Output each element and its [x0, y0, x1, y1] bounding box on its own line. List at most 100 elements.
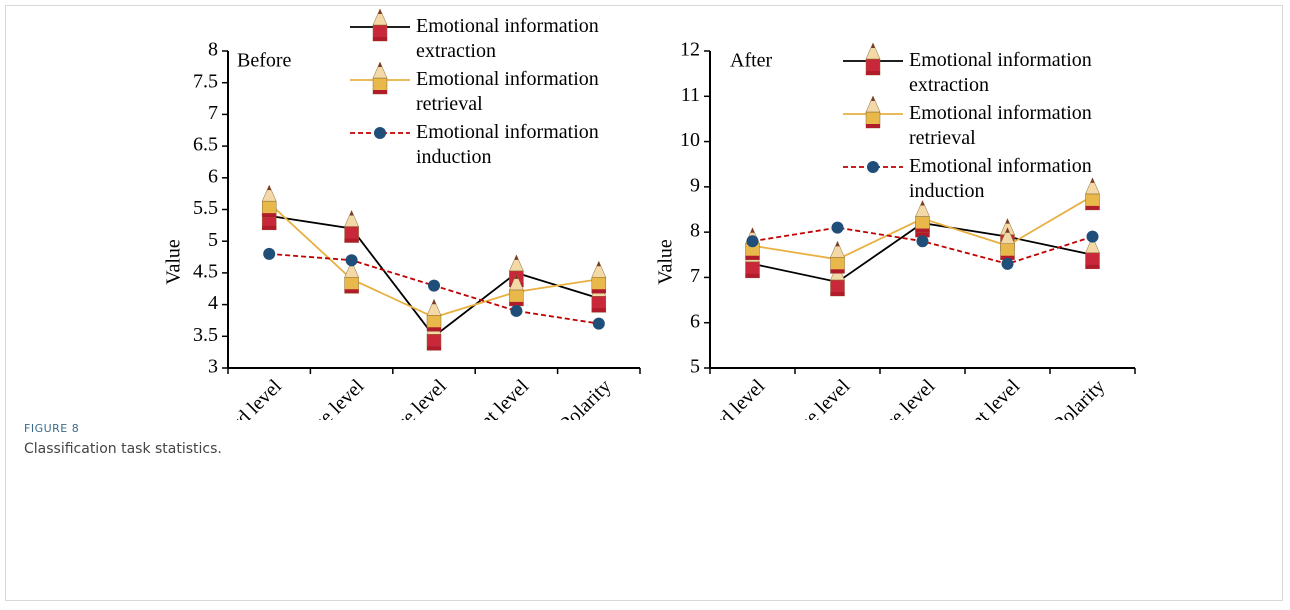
pencil-band	[591, 308, 606, 313]
x-tick-label: Word level	[692, 375, 770, 420]
data-point	[428, 279, 440, 292]
data-point	[592, 317, 605, 330]
legend-entry: Emotional information retrieval	[909, 102, 1092, 149]
pencil-lead	[378, 9, 382, 14]
legend-entry: Emotional information extraction	[416, 15, 599, 62]
pencil-lead	[835, 241, 840, 247]
pencil-tip	[344, 260, 359, 278]
y-axis-label: Value	[655, 239, 677, 285]
pencil-band	[591, 289, 606, 294]
y-tick-label: 3	[208, 356, 218, 378]
pencil-lead	[920, 200, 925, 206]
y-tick-label: 7	[690, 265, 700, 287]
pencil-band	[373, 90, 387, 94]
pencil-band	[830, 269, 845, 274]
data-point	[830, 240, 845, 274]
y-tick-label: 8	[690, 220, 700, 242]
pencil-tip	[509, 273, 524, 291]
marker-dot	[1086, 230, 1099, 243]
pencil-lead	[514, 254, 519, 260]
y-tick-label: 9	[690, 174, 700, 196]
legend-marker	[372, 8, 388, 42]
legend-label: Emotional information induction	[416, 121, 599, 168]
pencil-lead	[750, 227, 755, 233]
legend-label: Emotional information retrieval	[909, 102, 1092, 149]
pencil-band	[344, 238, 359, 243]
y-tick-label: 7	[208, 102, 218, 124]
pencil-lead	[349, 210, 354, 216]
data-point	[426, 298, 442, 332]
y-axis-label: Value	[163, 239, 185, 285]
pencil-tip	[1000, 227, 1015, 244]
legend-marker	[374, 127, 386, 139]
pencil-band	[262, 225, 277, 230]
legend-label: Emotional information retrieval	[416, 68, 599, 115]
x-tick-label: Polarity	[555, 375, 615, 420]
legend-marker	[865, 95, 881, 129]
pencil-tip	[865, 95, 881, 113]
data-point	[263, 247, 276, 260]
pencil-band	[866, 124, 880, 128]
legend-entry: Emotional information induction	[909, 155, 1092, 202]
legend-marker	[865, 42, 881, 76]
pencil-lead	[378, 62, 382, 67]
legend-label: Emotional information extraction	[416, 15, 599, 62]
y-tick-label: 5.5	[193, 197, 218, 219]
legend-label: Emotional information extraction	[909, 49, 1092, 96]
marker-dot	[831, 221, 844, 234]
x-tick-label: Phrase level	[770, 375, 855, 420]
y-tick-label: 8	[208, 39, 218, 61]
pencil-band	[1000, 255, 1015, 260]
y-tick-label: 3.5	[193, 324, 218, 346]
data-point	[916, 235, 929, 248]
data-point	[591, 260, 607, 294]
data-point	[1085, 236, 1100, 270]
data-point	[1085, 177, 1100, 211]
pencil-tip	[426, 298, 442, 316]
y-tick-label: 6	[208, 165, 218, 187]
marker-dot	[428, 279, 440, 292]
data-point	[915, 199, 930, 233]
pencil-lead	[1005, 227, 1010, 233]
pencil-tip	[344, 209, 359, 227]
pencil-lead	[871, 96, 875, 101]
x-tick-label: Document level	[919, 375, 1025, 420]
marker-dot	[263, 247, 276, 260]
y-tick-label: 12	[680, 39, 700, 61]
pencil-band	[427, 346, 441, 351]
pencil-band	[1085, 205, 1100, 210]
legend-marker	[372, 61, 388, 95]
legend-marker	[867, 161, 879, 173]
pencil-lead	[1090, 177, 1095, 183]
data-point	[510, 304, 523, 317]
data-point	[1000, 227, 1015, 260]
legend-entry: Emotional information extraction	[909, 49, 1092, 96]
x-tick-label: Word level	[208, 375, 286, 420]
pencil-band	[344, 289, 359, 294]
pencil-lead	[1005, 218, 1010, 224]
y-tick-label: 4.5	[193, 260, 218, 282]
marker-dot	[592, 317, 605, 330]
pencil-lead	[432, 299, 436, 305]
x-tick-label: Sentence level	[353, 375, 451, 420]
pencil-band	[745, 255, 760, 260]
marker-dot	[510, 304, 523, 317]
pencil-band	[427, 327, 441, 332]
marker-dot	[1001, 257, 1014, 270]
pencil-band	[830, 291, 845, 296]
legend-entry: Emotional information induction	[416, 121, 599, 168]
pencil-band	[915, 228, 930, 233]
data-point	[1001, 257, 1014, 270]
data-point	[509, 273, 524, 307]
pencil-tip	[1085, 177, 1100, 195]
y-tick-label: 7.5	[193, 70, 218, 92]
x-tick-label: Sentence level	[842, 375, 940, 420]
pencil-tip	[261, 184, 277, 202]
legend-label: Emotional information induction	[909, 155, 1092, 202]
pencil-band	[866, 71, 880, 75]
pencil-tip	[915, 199, 930, 217]
panel-title: Before	[237, 50, 292, 72]
pencil-lead	[596, 261, 601, 267]
